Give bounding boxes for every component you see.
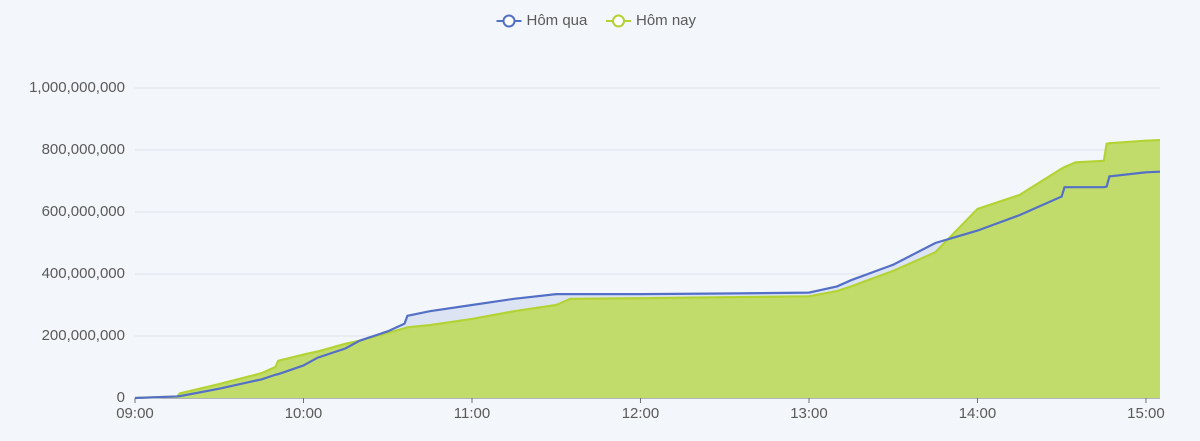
- x-tick-label: 10:00: [285, 405, 323, 422]
- y-tick-label: 400,000,000: [42, 265, 125, 282]
- legend-marker: [612, 14, 625, 28]
- legend-label: Hôm qua: [527, 12, 589, 29]
- x-tick-label: 14:00: [959, 405, 997, 422]
- legend-marker: [502, 14, 516, 28]
- line: [134, 170, 1161, 400]
- y-tick-label: 200,000,000: [42, 327, 125, 344]
- legend-label: Hôm nay: [636, 12, 697, 29]
- y-tick-label: 800,000,000: [42, 141, 125, 158]
- area: [135, 140, 1160, 398]
- legend-item: Hôm qua: [496, 12, 589, 29]
- y-tick-label: 0: [117, 389, 125, 406]
- x-tick-label: 15:00: [1127, 405, 1165, 422]
- x-tick-label: 09:00: [116, 405, 154, 422]
- legend-item: Hôm nay: [606, 12, 697, 29]
- line: [134, 138, 1161, 400]
- x-tick-label: 12:00: [622, 405, 660, 422]
- y-tick-label: 600,000,000: [42, 203, 125, 220]
- y-tick-label: 1,000,000,000: [29, 79, 125, 96]
- x-tick-label: 13:00: [790, 405, 828, 422]
- x-tick-label: 11:00: [454, 405, 490, 422]
